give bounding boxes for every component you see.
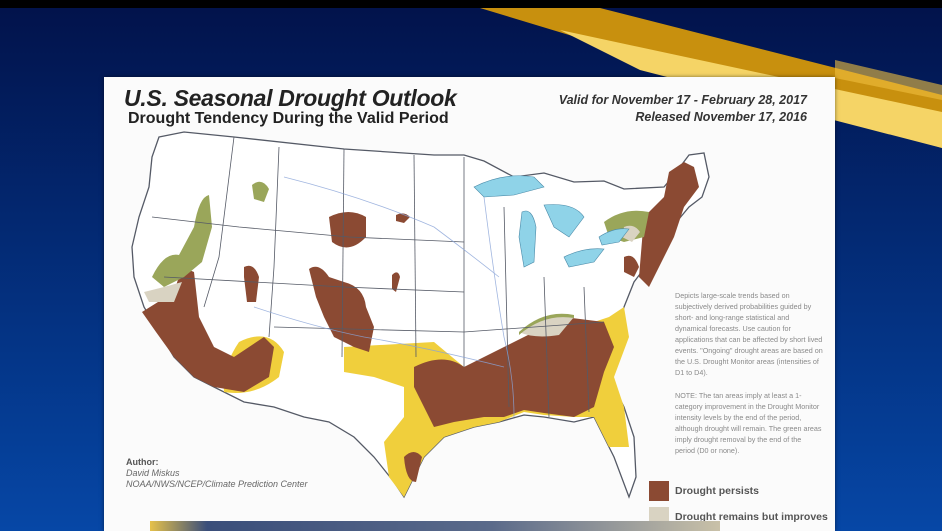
us-drought-map xyxy=(131,131,710,499)
map-title: U.S. Seasonal Drought Outlook xyxy=(124,85,457,111)
author-label: Author: xyxy=(126,457,159,467)
map-subtitle: Drought Tendency During the Valid Period xyxy=(128,110,449,127)
author-organization: NOAA/NWS/NCEP/Climate Prediction Center xyxy=(126,479,308,489)
broadcast-lower-strip xyxy=(150,521,720,531)
valid-period: Valid for November 17 - February 28, 201… xyxy=(558,93,807,107)
map-note: NOTE: The tan areas imply at least a 1-c… xyxy=(675,391,822,455)
author-block: Author: David Miskus NOAA/NWS/NCEP/Clima… xyxy=(126,457,308,490)
author-name: David Miskus xyxy=(126,468,180,478)
drought-outlook-map-panel: U.S. Seasonal Drought Outlook Drought Te… xyxy=(104,77,835,531)
release-date: Released November 17, 2016 xyxy=(635,110,807,124)
legend-label: Drought remains but improves xyxy=(675,511,828,523)
map-description: Depicts large-scale trends based on subj… xyxy=(675,291,823,377)
map-legend: Drought persists Drought remains but imp… xyxy=(649,478,828,530)
legend-label: Drought persists xyxy=(675,485,760,497)
legend-swatch-persists xyxy=(649,481,669,501)
legend-item-persists: Drought persists xyxy=(649,478,828,504)
video-letterbox-top xyxy=(0,0,942,8)
